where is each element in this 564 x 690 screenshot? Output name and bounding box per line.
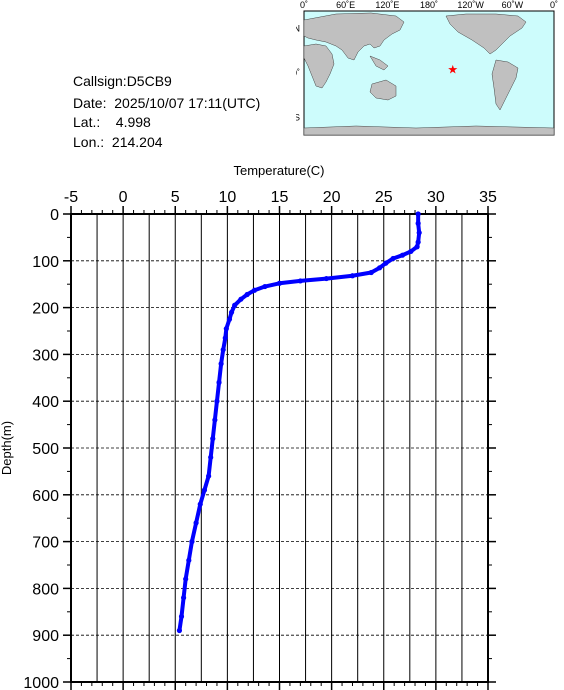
data-point bbox=[238, 296, 244, 302]
chart-tick-labels: -5 0 5 10 15 20 25 30 35 0 100 200 300 400 500 600 700 80… bbox=[23, 189, 497, 690]
north-america-land bbox=[445, 13, 527, 55]
chart-grid bbox=[70, 213, 489, 683]
x-tick-label: 25 bbox=[375, 189, 393, 206]
y-tick-label: 100 bbox=[32, 254, 59, 271]
y-tick-label: 200 bbox=[32, 301, 59, 318]
indonesia-land bbox=[369, 55, 389, 71]
data-point bbox=[197, 501, 203, 507]
data-point bbox=[189, 539, 195, 545]
y-tick-label: 0 bbox=[50, 207, 59, 224]
data-point bbox=[214, 398, 220, 404]
map-longitude-label: 0˚ bbox=[300, 0, 308, 10]
data-point bbox=[399, 252, 406, 258]
y-tick-label: 400 bbox=[32, 394, 59, 411]
data-point bbox=[323, 275, 330, 282]
callsign-text: Callsign:D5CB9 bbox=[73, 73, 172, 89]
y-tick-label: 600 bbox=[32, 488, 59, 505]
lon-text: Lon.: 214.204 bbox=[73, 134, 163, 150]
map-longitude-labels: 0˚ 60˚E 120˚E 180˚ 120˚W 60˚W 0˚ bbox=[300, 0, 558, 10]
x-tick-label: 30 bbox=[427, 189, 445, 206]
chart-ticks bbox=[63, 206, 496, 690]
data-point bbox=[390, 255, 396, 262]
data-point bbox=[178, 613, 185, 620]
map-longitude-label: 180˚ bbox=[420, 0, 438, 10]
antarctica-land bbox=[303, 125, 555, 136]
data-point bbox=[206, 473, 212, 479]
data-point bbox=[226, 316, 233, 322]
map-land bbox=[303, 12, 555, 136]
data-point bbox=[244, 291, 250, 298]
map-longitude-label: 60˚E bbox=[336, 0, 355, 10]
y-tick-label: 300 bbox=[32, 347, 59, 364]
data-point bbox=[415, 211, 421, 217]
data-point bbox=[193, 520, 199, 526]
data-point bbox=[183, 576, 189, 582]
date-text: Date: 2025/10/07 17:11(UTC) bbox=[73, 95, 261, 111]
map-latitude-label: 0˚ bbox=[296, 68, 300, 78]
data-point bbox=[218, 361, 224, 367]
data-point bbox=[408, 248, 414, 255]
location-map: 0˚ 60˚E 120˚E 180˚ 120˚W 60˚W 0˚ 60˚N 0˚ 60˚S ★ bbox=[296, 0, 558, 136]
x-tick-label: 35 bbox=[479, 189, 497, 206]
australia-land bbox=[369, 79, 397, 101]
map-longitude-label: 120˚E bbox=[375, 0, 399, 10]
x-tick-label: 15 bbox=[271, 189, 289, 206]
africa-land bbox=[303, 43, 335, 89]
y-tick-label: 800 bbox=[32, 581, 59, 598]
data-point bbox=[220, 347, 226, 353]
map-latitude-labels: 60˚N 0˚ 60˚S bbox=[296, 24, 300, 123]
data-point bbox=[208, 454, 214, 460]
temperature-profile-series bbox=[176, 211, 422, 634]
y-tick-label: 700 bbox=[32, 535, 59, 552]
data-point bbox=[415, 239, 421, 245]
data-point bbox=[251, 287, 258, 293]
y-tick-label: 500 bbox=[32, 441, 59, 458]
x-axis-title: Temperature(C) bbox=[233, 163, 324, 178]
data-point bbox=[276, 280, 283, 286]
data-point bbox=[416, 230, 422, 236]
y-tick-label: 900 bbox=[32, 628, 59, 645]
map-longitude-label: 0˚ bbox=[550, 0, 558, 10]
map-latitude-label: 60˚S bbox=[296, 112, 300, 122]
x-tick-label: 0 bbox=[119, 189, 128, 206]
data-point bbox=[180, 595, 187, 601]
star-icon: ★ bbox=[447, 62, 458, 76]
data-point bbox=[414, 244, 420, 250]
data-point bbox=[368, 269, 374, 276]
south-america-land bbox=[491, 59, 519, 111]
data-point bbox=[228, 309, 235, 315]
data-point bbox=[176, 627, 183, 634]
data-point bbox=[415, 220, 421, 226]
data-point bbox=[210, 436, 216, 442]
x-tick-label: 10 bbox=[218, 189, 236, 206]
temperature-profile-line bbox=[177, 212, 422, 633]
x-tick-label: -5 bbox=[64, 189, 78, 206]
y-tick-label: 1000 bbox=[23, 675, 59, 690]
data-point bbox=[383, 260, 389, 266]
data-point bbox=[212, 417, 218, 423]
data-point bbox=[376, 265, 383, 271]
data-point bbox=[201, 487, 208, 493]
map-longitude-label: 60˚W bbox=[502, 0, 524, 10]
eurasia-land bbox=[303, 12, 405, 61]
map-latitude-label: 60˚N bbox=[296, 24, 300, 34]
data-point bbox=[232, 302, 238, 308]
data-point bbox=[262, 283, 268, 290]
data-point bbox=[297, 278, 303, 284]
y-axis-title: Depth(m) bbox=[0, 421, 14, 475]
data-point bbox=[223, 326, 229, 332]
data-point bbox=[222, 335, 228, 341]
x-tick-label: 5 bbox=[171, 189, 180, 206]
data-point bbox=[349, 273, 356, 279]
x-tick-label: 20 bbox=[323, 189, 341, 206]
data-point bbox=[186, 557, 192, 563]
lat-text: Lat.: 4.998 bbox=[73, 114, 151, 130]
map-longitude-label: 120˚W bbox=[457, 0, 484, 10]
data-point bbox=[216, 379, 222, 386]
plot-frame bbox=[70, 213, 489, 683]
